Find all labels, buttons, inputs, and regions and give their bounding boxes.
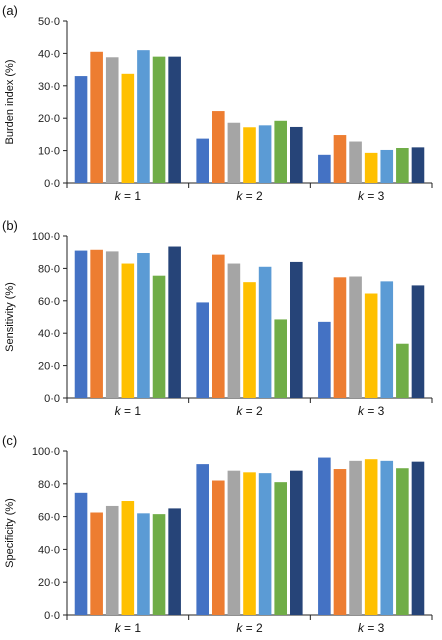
bar-series-4-cat-3	[364, 152, 378, 183]
bar-series-3-cat-2	[227, 470, 241, 615]
x-category-label: k = 1	[115, 621, 142, 635]
bar-series-3-cat-2	[227, 122, 241, 183]
bar-series-6-cat-2	[274, 120, 287, 183]
bar-series-2-cat-3	[333, 469, 347, 615]
y-tick-label: 20·0	[38, 577, 60, 589]
y-tick-label: 40·0	[38, 544, 60, 556]
y-tick-label: 60·0	[38, 296, 60, 308]
bar-series-2-cat-1	[90, 249, 103, 398]
y-axis-label: Sensitivity (%)	[4, 282, 16, 352]
bar-series-5-cat-3	[380, 149, 394, 183]
bar-series-1-cat-3	[318, 457, 331, 615]
x-category-label: k = 3	[358, 621, 385, 635]
bar-series-5-cat-1	[137, 50, 150, 183]
bar-series-3-cat-1	[105, 251, 119, 398]
bar-series-3-cat-1	[105, 505, 119, 615]
bar-series-6-cat-1	[152, 514, 166, 615]
y-tick-label: 40·0	[38, 48, 60, 60]
bar-series-2-cat-3	[333, 277, 347, 398]
bar-series-5-cat-3	[380, 460, 394, 615]
bar-series-7-cat-2	[290, 126, 303, 183]
bar-series-1-cat-3	[318, 154, 331, 183]
bar-series-5-cat-3	[380, 281, 394, 398]
bar-series-4-cat-3	[364, 459, 378, 615]
bar-series-7-cat-1	[168, 246, 181, 398]
y-tick-label: 30·0	[38, 81, 60, 93]
y-tick-label: 0·0	[44, 610, 60, 622]
y-tick-label: 80·0	[38, 479, 60, 491]
y-axis-label: Burden index (%)	[4, 60, 16, 145]
bar-series-2-cat-1	[90, 51, 103, 183]
bar-series-1-cat-1	[74, 492, 88, 615]
bar-series-7-cat-3	[411, 147, 425, 183]
panel-label: (c)	[2, 433, 17, 448]
bar-series-5-cat-1	[137, 513, 150, 615]
bar-series-4-cat-1	[121, 73, 135, 183]
y-tick-label: 20·0	[38, 361, 60, 373]
bar-series-7-cat-3	[411, 461, 425, 615]
bar-series-3-cat-3	[349, 460, 362, 615]
y-tick-label: 20·0	[38, 113, 60, 125]
x-category-label: k = 2	[236, 189, 263, 203]
x-category-label: k = 3	[358, 404, 385, 418]
x-category-label: k = 1	[115, 189, 142, 203]
bar-series-4-cat-3	[364, 293, 378, 398]
panel-label: (a)	[2, 3, 18, 18]
bar-series-4-cat-1	[121, 501, 135, 615]
bar-series-3-cat-3	[349, 276, 362, 398]
y-tick-label: 0·0	[44, 178, 60, 190]
y-tick-label: 100·0	[32, 231, 60, 243]
bar-series-3-cat-3	[349, 141, 362, 183]
y-tick-label: 80·0	[38, 263, 60, 275]
bar-series-1-cat-1	[74, 76, 88, 183]
bar-series-2-cat-1	[90, 512, 103, 615]
bar-series-7-cat-1	[168, 56, 181, 183]
bar-series-7-cat-1	[168, 508, 181, 615]
y-tick-label: 100·0	[32, 446, 60, 458]
bar-series-2-cat-2	[212, 254, 225, 398]
bar-series-6-cat-3	[396, 468, 409, 615]
bar-series-6-cat-1	[152, 275, 166, 398]
y-tick-label: 0·0	[44, 393, 60, 405]
bar-series-2-cat-3	[333, 135, 347, 183]
bar-series-2-cat-2	[212, 111, 225, 183]
bar-series-5-cat-1	[137, 253, 150, 398]
y-axis-label: Specificity (%)	[4, 498, 16, 568]
bar-series-6-cat-1	[152, 56, 166, 183]
y-tick-label: 60·0	[38, 512, 60, 524]
bar-series-6-cat-3	[396, 343, 409, 398]
x-category-label: k = 1	[115, 404, 142, 418]
bar-series-5-cat-2	[258, 125, 272, 183]
bar-series-1-cat-3	[318, 321, 331, 398]
bar-series-6-cat-2	[274, 319, 287, 398]
bar-series-6-cat-2	[274, 482, 287, 615]
bar-series-5-cat-2	[258, 266, 272, 398]
bar-series-7-cat-2	[290, 470, 303, 615]
y-tick-label: 50·0	[38, 16, 60, 28]
bar-series-1-cat-2	[196, 464, 209, 615]
y-tick-label: 40·0	[38, 328, 60, 340]
bar-series-7-cat-2	[290, 261, 303, 398]
bar-series-1-cat-2	[196, 302, 209, 398]
bar-series-4-cat-2	[243, 282, 256, 398]
bar-series-6-cat-3	[396, 148, 409, 183]
bar-series-5-cat-2	[258, 473, 272, 615]
bar-series-1-cat-1	[74, 250, 88, 398]
bar-series-1-cat-2	[196, 138, 209, 183]
panel-label: (b)	[2, 218, 18, 233]
bar-series-2-cat-2	[212, 480, 225, 615]
bar-series-4-cat-2	[243, 472, 256, 615]
x-category-label: k = 3	[358, 189, 385, 203]
y-tick-label: 10·0	[38, 146, 60, 158]
bar-series-3-cat-1	[105, 57, 119, 184]
bar-series-4-cat-2	[243, 127, 256, 183]
bar-series-4-cat-1	[121, 263, 135, 398]
bar-series-3-cat-2	[227, 263, 241, 398]
x-category-label: k = 2	[236, 621, 263, 635]
bar-series-7-cat-3	[411, 285, 425, 398]
x-category-label: k = 2	[236, 404, 263, 418]
